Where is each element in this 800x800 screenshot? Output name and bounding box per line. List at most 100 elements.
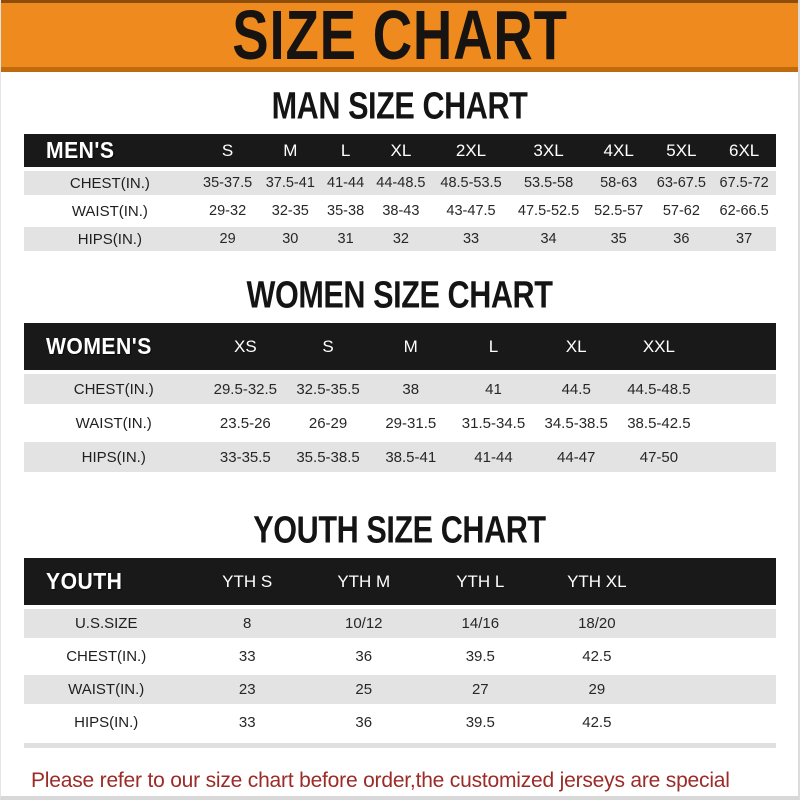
cell-value: 36 xyxy=(673,231,690,247)
cell-value: 58-63 xyxy=(600,175,638,191)
mens-data-row: HIPS(IN.) 29 30 31 32 33 34 35 36 37 xyxy=(23,227,776,251)
cell-value: 44.5 xyxy=(561,380,591,398)
cell-value: 41-44 xyxy=(327,175,365,191)
header-filler-cell xyxy=(655,558,776,605)
mens-data-row: CHEST(IN.) 35-37.5 37.5-41 41-44 44-48.5 48.5… xyxy=(23,171,776,195)
cell-value: 29-32 xyxy=(209,203,247,219)
cell-value: 44.5-48.5 xyxy=(627,380,691,398)
mens-column-header: 6XL xyxy=(712,134,776,167)
row-filler-cell xyxy=(655,642,775,671)
cell-value: 35.5-38.5 xyxy=(296,448,360,466)
cell-value: 47-50 xyxy=(639,448,679,466)
youth-corner-label: YOUTH xyxy=(23,558,189,605)
cell-value: 38.5-41 xyxy=(385,448,437,466)
women-size-chart-heading: WOMEN SIZE CHART xyxy=(246,272,553,316)
cell-value: 32 xyxy=(392,231,409,247)
row-filler-cell xyxy=(700,442,775,472)
cell-value: 44-47 xyxy=(557,448,596,466)
youth-corner-text: YOUTH xyxy=(45,568,122,594)
cell-value: 38-43 xyxy=(382,203,420,219)
womens-data-row: WAIST(IN.) 23.5-26 26-29 29-31.5 31.5-34.5 34… xyxy=(23,408,776,438)
row-filler-cell xyxy=(655,609,775,638)
cell-value: 63-67.5 xyxy=(656,175,706,191)
banner-title: SIZE CHART xyxy=(231,0,568,74)
size-chart-banner: SIZE CHART xyxy=(1,0,798,72)
cell-value: 42.5 xyxy=(582,648,612,665)
cell-value: 18/20 xyxy=(578,615,616,632)
cell-value: 27 xyxy=(471,681,489,698)
mens-column-header: S xyxy=(196,134,259,167)
womens-column-header: M xyxy=(369,323,453,370)
disclaimer-line-1: Please refer to our size chart before or… xyxy=(31,769,730,792)
womens-column-header: L xyxy=(452,323,535,370)
cell-value: 52.5-57 xyxy=(594,203,644,219)
cell-value: 29.5-32.5 xyxy=(213,380,278,398)
womens-column-header: XXL xyxy=(617,323,701,370)
mens-header-row: MEN'S S M L XL 2XL 3XL 4XL 5XL 6XL xyxy=(23,134,776,167)
mens-column-header: 2XL xyxy=(432,134,510,167)
cell-value: 38 xyxy=(402,380,420,398)
cell-value: 35-38 xyxy=(327,203,365,219)
cell-value: 35-37.5 xyxy=(203,175,253,191)
row-label: WAIST(IN.) xyxy=(71,202,148,220)
youth-size-chart-heading: YOUTH SIZE CHART xyxy=(253,507,546,551)
cell-value: 57-62 xyxy=(662,203,700,219)
row-label: HIPS(IN.) xyxy=(74,714,139,731)
cell-value: 36 xyxy=(355,714,373,731)
mens-corner-label: MEN'S xyxy=(23,134,197,167)
youth-column-header: YTH S xyxy=(188,558,306,605)
row-label: CHEST(IN.) xyxy=(66,648,147,665)
youth-data-row: U.S.SIZE 8 10/12 14/16 18/20 xyxy=(23,609,776,638)
cell-value: 29-31.5 xyxy=(385,414,437,432)
cell-value: 32-35 xyxy=(271,203,309,219)
cell-value: 29 xyxy=(588,681,606,698)
cell-value: 39.5 xyxy=(465,648,495,665)
youth-size-table: YOUTH YTH S YTH M YTH L YTH XL U.S.SIZE 8 10/12… xyxy=(23,554,776,741)
cell-value: 33 xyxy=(238,648,256,665)
cell-value: 62-66.5 xyxy=(719,203,769,219)
cell-value: 31.5-34.5 xyxy=(461,414,526,432)
cell-value: 34 xyxy=(540,231,557,247)
youth-header-row: YOUTH YTH S YTH M YTH L YTH XL xyxy=(23,558,776,605)
mens-column-header: 5XL xyxy=(650,134,713,167)
womens-column-header: XS xyxy=(203,323,287,370)
cell-value: 14/16 xyxy=(461,615,500,632)
cell-value: 33 xyxy=(238,714,256,731)
cell-value: 33 xyxy=(462,231,480,247)
cell-value: 41 xyxy=(485,380,502,398)
mens-column-header: L xyxy=(321,134,370,167)
youth-column-header: YTH XL xyxy=(538,558,656,605)
cell-value: 42.5 xyxy=(582,714,612,731)
row-label: HIPS(IN.) xyxy=(77,230,142,248)
cell-value: 34.5-38.5 xyxy=(544,414,608,432)
cell-value: 53.5-58 xyxy=(523,175,574,191)
cell-value: 31 xyxy=(337,231,354,247)
cell-value: 30 xyxy=(282,231,299,247)
womens-data-row: CHEST(IN.) 29.5-32.5 32.5-35.5 38 41 44.5 44.5… xyxy=(23,374,776,404)
cell-value: 36 xyxy=(355,648,373,665)
cell-value: 67.5-72 xyxy=(719,175,769,191)
cell-value: 32.5-35.5 xyxy=(296,380,360,398)
row-label: WAIST(IN.) xyxy=(75,414,152,432)
row-filler-cell xyxy=(655,675,775,704)
mens-column-header: 4XL xyxy=(587,134,651,167)
womens-data-row: HIPS(IN.) 33-35.5 35.5-38.5 38.5-41 41-44 44-… xyxy=(23,442,776,472)
mens-column-header: M xyxy=(258,134,322,167)
row-filler-cell xyxy=(700,374,775,404)
cell-value: 48.5-53.5 xyxy=(440,175,502,191)
cell-value: 41-44 xyxy=(474,448,513,466)
mens-data-row: WAIST(IN.) 29-32 32-35 35-38 38-43 43-47.5 47.… xyxy=(23,199,776,223)
cell-value: 35 xyxy=(610,231,627,247)
womens-size-table: WOMEN'S XS S M L XL XXL CHEST(IN.) 29.5-32.5 32.5… xyxy=(23,319,776,476)
cell-value: 43-47.5 xyxy=(446,203,496,219)
mens-column-header: XL xyxy=(369,134,433,167)
youth-table-bottom-strip xyxy=(23,743,776,748)
cell-value: 26-29 xyxy=(308,414,348,432)
cell-value: 23 xyxy=(238,681,256,698)
header-filler-cell xyxy=(700,323,776,370)
youth-column-header: YTH M xyxy=(305,558,423,605)
cell-value: 8 xyxy=(243,615,252,632)
womens-corner-label: WOMEN'S xyxy=(23,323,204,370)
cell-value: 47.5-52.5 xyxy=(517,203,580,219)
